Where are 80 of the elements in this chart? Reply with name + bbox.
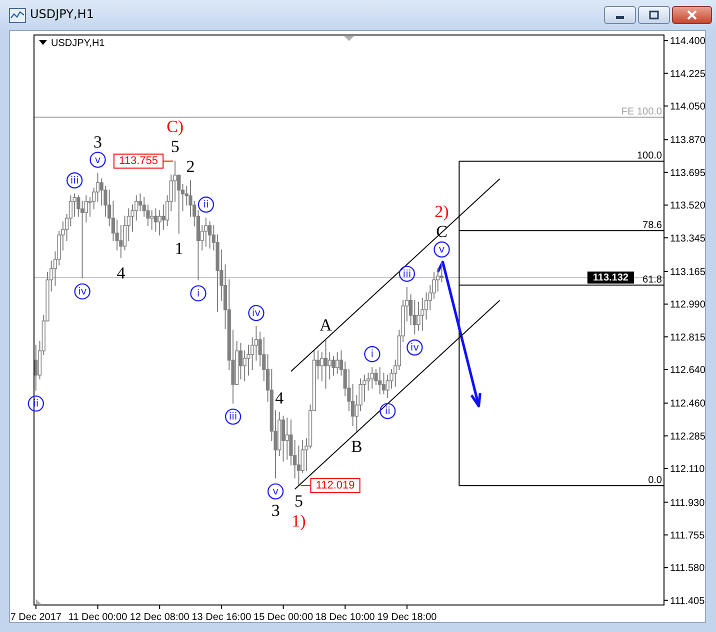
annotation: i	[370, 348, 374, 360]
annotation: 1)	[292, 511, 306, 530]
annotation: A	[320, 315, 333, 334]
chart-subtitle: USDJPY,H1	[51, 38, 106, 49]
ref-line-label: 78.6	[642, 220, 662, 232]
annotation: v	[94, 154, 101, 166]
x-tick-label: 13 Dec 16:00	[192, 612, 252, 623]
candlestick	[208, 220, 212, 250]
y-tick-label: 112.640	[670, 365, 706, 376]
candlestick	[320, 352, 324, 382]
text: 112.019	[316, 480, 355, 492]
candlestick	[204, 217, 208, 248]
candlestick	[440, 262, 444, 283]
candlestick	[150, 210, 154, 230]
candlestick	[300, 440, 304, 474]
x-tick-label: 11 Dec 00:00	[68, 612, 128, 623]
annotation: ii	[203, 199, 209, 210]
y-tick-label: 113.345	[670, 233, 706, 244]
y-tick-label: 114.050	[670, 102, 706, 113]
ref-line-label: 0.0	[648, 475, 662, 486]
annotation: iv	[252, 308, 261, 319]
x-tick-label: 15 Dec 00:00	[254, 612, 314, 623]
annotation: v	[438, 244, 445, 255]
annotation: 4	[116, 262, 126, 282]
candlestick	[370, 366, 374, 390]
candlestick	[162, 204, 166, 230]
y-tick-label: 112.815	[670, 332, 706, 344]
y-tick-label: 112.110	[670, 464, 706, 476]
y-tick-label: 113.165	[670, 266, 706, 278]
y-tick-label: 112.460	[670, 398, 706, 410]
ref-line-label: 113.132	[592, 272, 629, 284]
y-tick-label: 113.520	[670, 200, 706, 212]
y-tick-label: 111.405	[670, 596, 706, 607]
ref-line-label: FE 100.0	[621, 106, 662, 118]
text: 113.755	[119, 155, 158, 168]
y-tick-label: 114.400	[670, 36, 706, 48]
candlestick	[378, 366, 382, 395]
candlestick	[420, 298, 424, 332]
x-tick-label: 12 Dec 08:00	[130, 612, 190, 623]
annotation: 1	[174, 238, 184, 258]
candlestick	[416, 301, 420, 332]
x-tick-label: 7 Dec 2017	[10, 612, 62, 623]
annotation: ii	[384, 406, 390, 417]
annotation: 5	[294, 491, 304, 510]
candlestick	[281, 415, 286, 462]
annotation: 4	[275, 388, 284, 408]
annotation: iii	[402, 268, 412, 280]
annotation: iv	[78, 286, 87, 297]
candlestick	[332, 355, 336, 376]
y-tick-label: 111.755	[670, 530, 706, 542]
candlestick	[76, 194, 80, 218]
candlestick	[285, 417, 289, 460]
y-tick-label: 111.930	[670, 498, 706, 509]
y-tick-label: 114.225	[670, 68, 706, 80]
annotation: v	[272, 486, 279, 497]
annotation: 3	[271, 500, 280, 520]
annotation: i	[196, 288, 200, 299]
candlestick	[328, 352, 332, 380]
annotation: 2	[186, 156, 195, 176]
chart-title: USDJPY,H1	[30, 7, 94, 21]
annotation: iii	[228, 411, 238, 422]
y-tick-label: 112.990	[670, 300, 706, 311]
ref-line-label: 61.8	[642, 274, 662, 286]
annotation: B	[351, 436, 362, 456]
x-tick-label: 19 Dec 18:00	[377, 612, 438, 623]
annotation: iv	[410, 342, 420, 354]
x-tick-label: 18 Dec 10:00	[315, 612, 376, 623]
annotation: C)	[166, 116, 184, 136]
annotation: iii	[70, 174, 79, 186]
y-tick-label: 113.695	[670, 168, 706, 179]
candlestick	[154, 208, 158, 232]
ref-line-label: 100.0	[636, 150, 662, 162]
candlestick	[336, 352, 340, 374]
y-tick-label: 111.580	[670, 563, 706, 574]
annotation: 2)	[434, 202, 449, 220]
annotation: 3	[94, 132, 102, 151]
y-tick-label: 112.285	[670, 431, 706, 442]
candlestick	[324, 338, 328, 390]
annotation: 5	[170, 136, 180, 156]
y-tick-label: 113.870	[670, 135, 706, 146]
